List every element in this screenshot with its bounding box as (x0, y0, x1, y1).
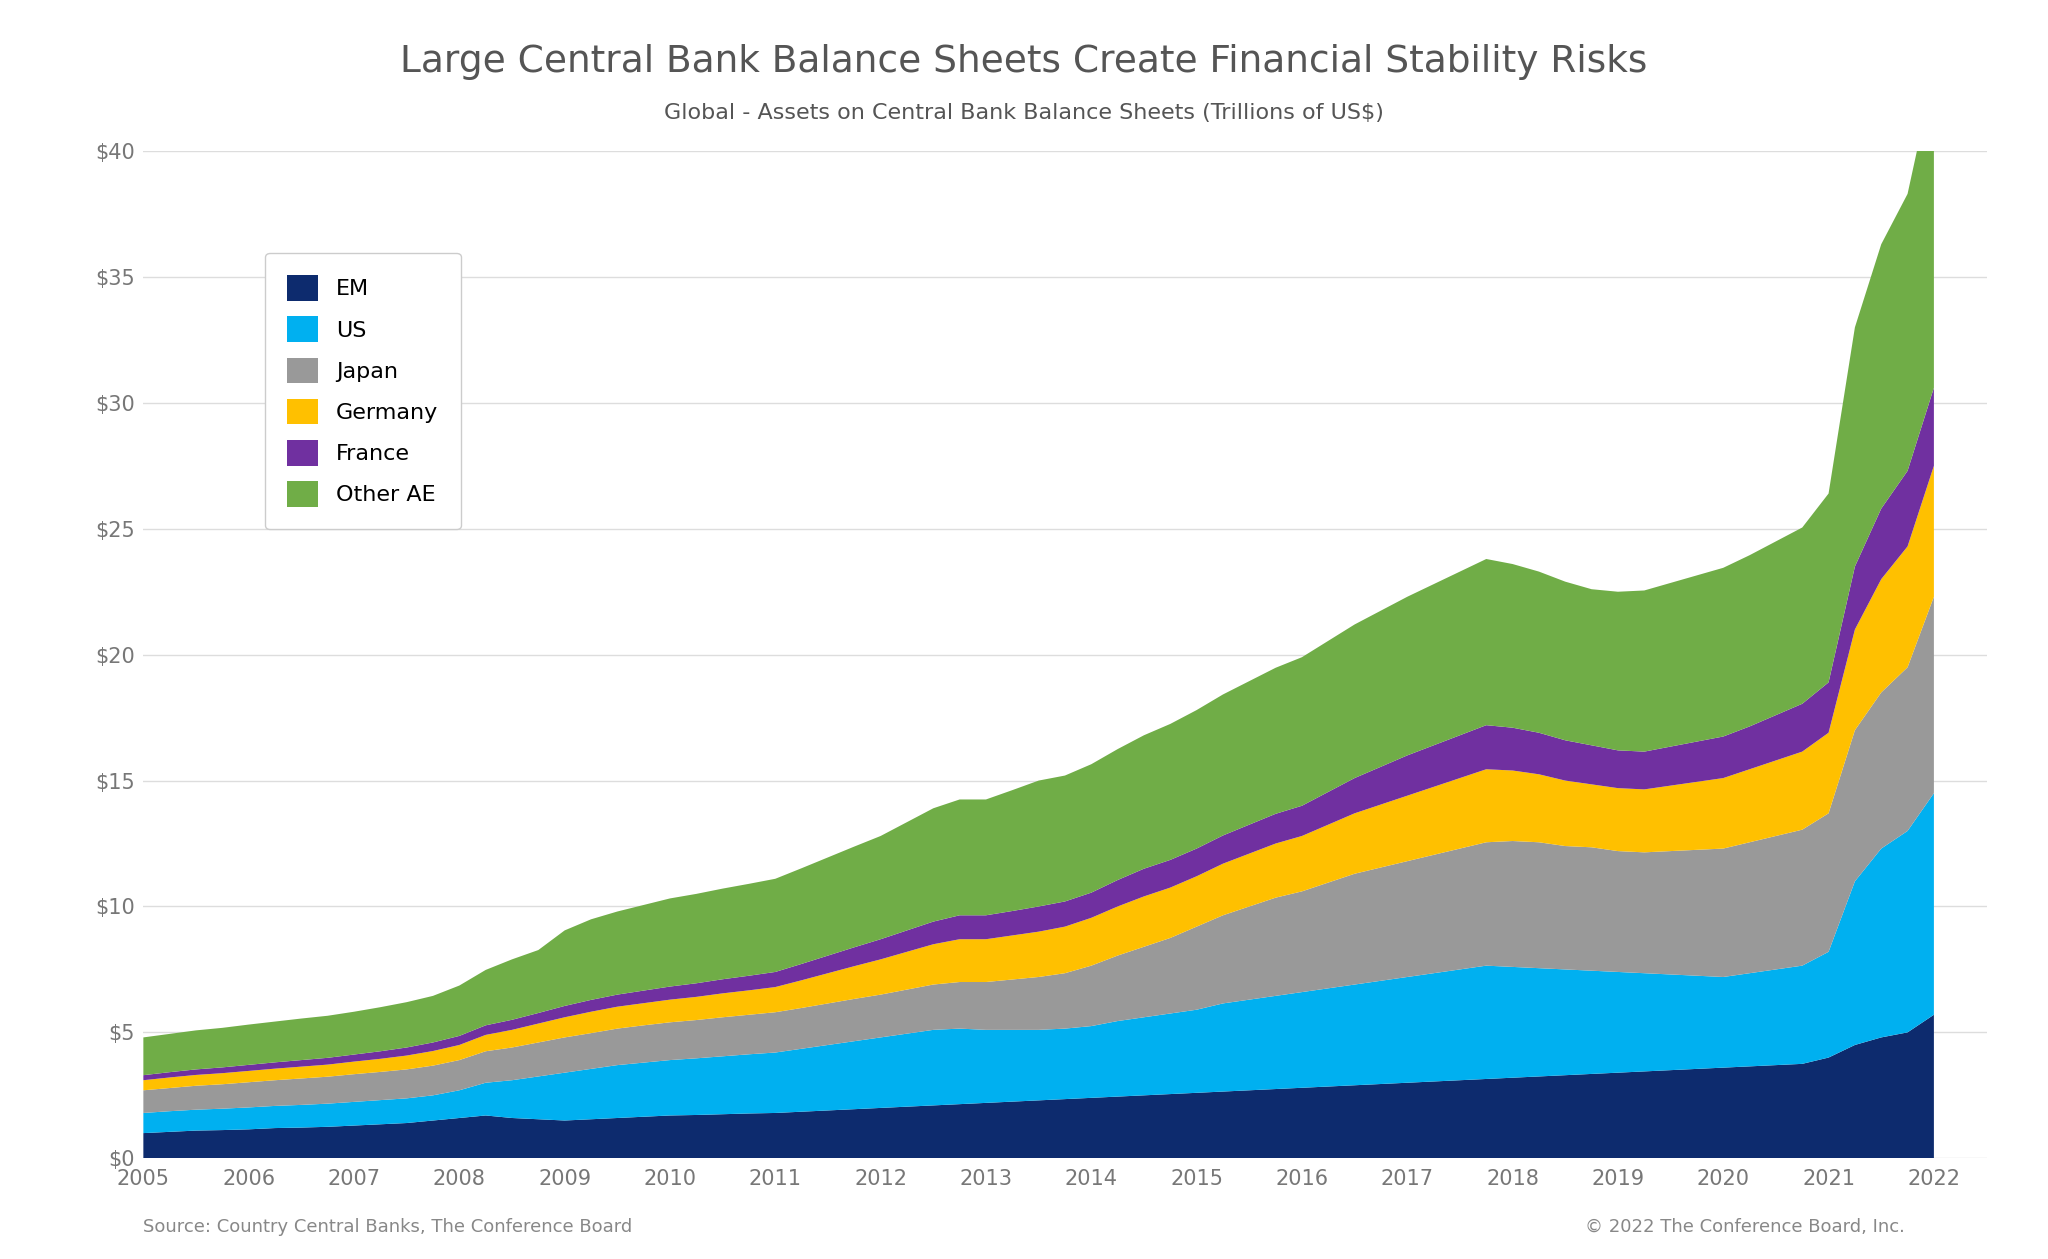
Text: Large Central Bank Balance Sheets Create Financial Stability Risks: Large Central Bank Balance Sheets Create… (399, 44, 1649, 81)
Legend: EM, US, Japan, Germany, France, Other AE: EM, US, Japan, Germany, France, Other AE (264, 253, 461, 529)
Text: Source: Country Central Banks, The Conference Board: Source: Country Central Banks, The Confe… (143, 1219, 633, 1236)
Text: Global - Assets on Central Bank Balance Sheets (Trillions of US$): Global - Assets on Central Bank Balance … (664, 103, 1384, 123)
Text: © 2022 The Conference Board, Inc.: © 2022 The Conference Board, Inc. (1585, 1219, 1905, 1236)
